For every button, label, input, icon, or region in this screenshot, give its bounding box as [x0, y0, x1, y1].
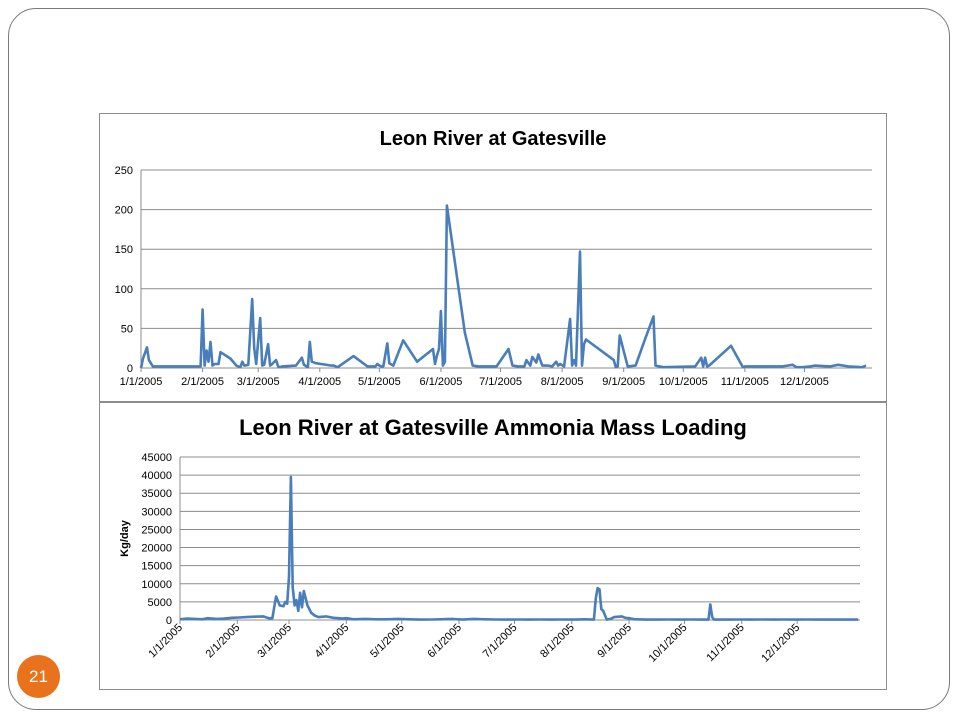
y-tick-label: 15000: [141, 561, 172, 573]
x-tick-label: 8/1/2005: [538, 622, 577, 661]
y-tick-label: 20000: [141, 543, 172, 555]
x-tick-label: 10/1/2005: [646, 622, 689, 665]
x-tick-label: 2/1/2005: [204, 622, 243, 661]
y-tick-label: 10000: [141, 579, 172, 591]
x-tick-label: 8/1/2005: [541, 376, 584, 388]
y-tick-label: 40000: [141, 470, 172, 482]
chart-title: Leon River at Gatesville Ammonia Mass Lo…: [239, 415, 747, 440]
y-axis-title: Kg/day: [119, 519, 131, 557]
x-tick-label: 5/1/2005: [358, 376, 401, 388]
chart-flow: Leon River at Gatesville 0 50 100 150 200 250…: [99, 113, 887, 402]
page-number-badge: 21: [17, 655, 60, 698]
y-tick-label: 250: [115, 165, 133, 177]
x-tick-label: 9/1/2005: [602, 376, 645, 388]
x-tick-label: 5/1/2005: [368, 622, 407, 661]
chart-flow-svg: 0 50 100 150 200 250 1/1/2005 2/1/2005 3/1/2005 4…: [115, 165, 872, 388]
y-tick-label: 25000: [141, 524, 172, 536]
y-tick-label: 45000: [141, 452, 172, 464]
series-line: [179, 475, 859, 621]
x-tick-label: 1/1/2005: [120, 376, 163, 388]
x-tick-label: 7/1/2005: [481, 622, 520, 661]
y-tick-label: 100: [115, 284, 133, 296]
chart-ammonia-svg: 0 5000 10000 15000 20000 25000 30000 35000 40000…: [119, 452, 860, 665]
y-tick-label: 50: [121, 323, 133, 335]
x-tick-label: 3/1/2005: [237, 376, 280, 388]
x-tick-label: 4/1/2005: [313, 622, 352, 661]
x-tick-label: 3/1/2005: [255, 622, 294, 661]
x-tick-label: 11/1/2005: [721, 376, 769, 388]
y-tick-label: 0: [127, 363, 133, 375]
y-tick-label: 30000: [141, 506, 172, 518]
y-tick-label: 200: [115, 205, 133, 217]
x-tick-label: 11/1/2005: [704, 622, 747, 665]
x-tick-label: 1/1/2005: [146, 622, 185, 661]
y-tick-label: 35000: [141, 488, 172, 500]
x-tick-label: 6/1/2005: [425, 622, 464, 661]
x-tick-label: 12/1/2005: [780, 376, 829, 388]
y-tick-label: 150: [115, 244, 133, 256]
x-tick-label: 10/1/2005: [659, 376, 708, 388]
chart-title: Leon River at Gatesville: [379, 128, 607, 150]
x-tick-label: 4/1/2005: [298, 376, 341, 388]
x-tick-label: 9/1/2005: [595, 622, 634, 661]
y-tick-label: 5000: [148, 597, 172, 609]
series-line: [139, 204, 867, 369]
x-tick-label: 12/1/2005: [759, 622, 802, 665]
x-tick-label: 7/1/2005: [479, 376, 522, 388]
x-tick-label: 6/1/2005: [420, 376, 463, 388]
y-tick-label: 0: [166, 615, 172, 627]
chart-ammonia: Leon River at Gatesville Ammonia Mass Lo…: [99, 402, 887, 690]
x-tick-label: 2/1/2005: [181, 376, 224, 388]
